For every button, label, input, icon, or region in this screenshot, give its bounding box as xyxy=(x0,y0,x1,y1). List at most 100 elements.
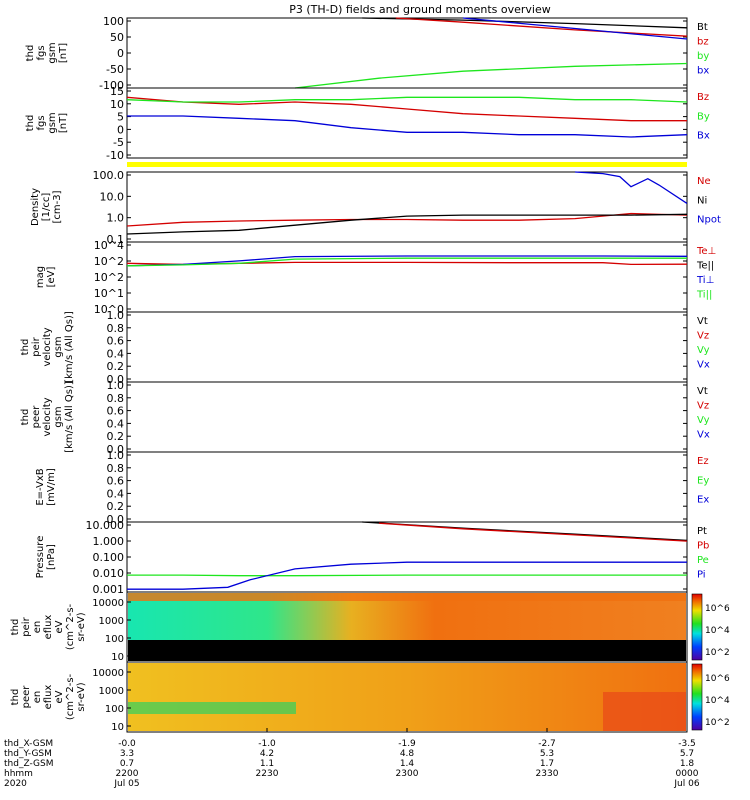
y-axis-label: mag xyxy=(35,266,46,288)
y-axis-label: [1/cc] xyxy=(41,193,52,222)
panel-6: 1.00.80.60.40.20.0 Ez Ey Ex E=-VxB [mV/m] xyxy=(35,449,709,526)
y-tick-label: 5 xyxy=(117,111,124,124)
y-axis-label: [km/s (All Qs)] xyxy=(64,381,75,453)
y-axis-label: [mV/m] xyxy=(46,468,57,506)
y-tick-label: 50 xyxy=(110,31,124,44)
panel-4: 1.00.80.60.40.20.0 Vt Vz Vy Vx thd peir velocit… xyxy=(20,309,710,386)
panel-frame xyxy=(126,311,688,383)
y-tick-label: 0.001 xyxy=(93,583,125,596)
y-tick-label: 0.100 xyxy=(93,551,125,564)
legend-entry: Vy xyxy=(697,415,710,426)
y-tick-label: 1.000 xyxy=(93,535,125,548)
legend-entry: Te|| xyxy=(696,261,714,272)
y-tick-label: 0.4 xyxy=(107,487,125,500)
legend-entry: Ez xyxy=(697,456,709,467)
x-row-label: hhmm xyxy=(4,769,33,779)
panel-frame xyxy=(126,521,688,593)
x-tick-label: 5.3 xyxy=(540,749,554,759)
series-ni xyxy=(126,213,688,235)
panel-0: 100 50 0 -50 -100 Bt bz by bx thd fgs gsm [nT] xyxy=(25,15,709,92)
x-tick-label: 2330 xyxy=(536,769,559,779)
legend-entry: Pi xyxy=(697,570,706,581)
y-tick-label: 0.8 xyxy=(107,322,125,335)
series-by xyxy=(126,96,688,103)
y-tick-label: 10^4 xyxy=(94,239,124,252)
y-axis-label: fgs xyxy=(36,115,47,130)
y-tick-label: 0.8 xyxy=(107,462,125,475)
y-axis-label: gsm xyxy=(47,42,58,63)
y-axis-label: velocity xyxy=(42,327,53,366)
y-axis-label: thd xyxy=(25,115,36,132)
y-axis-label: peer xyxy=(31,405,42,429)
y-axis-label: gsm xyxy=(47,112,58,133)
heatmap-high-energy-band xyxy=(128,593,686,601)
x-tick-label: 2230 xyxy=(256,769,279,779)
y-tick-label: 0.0 xyxy=(107,373,125,386)
panel-8: 10^6 10^4 10^2 10000 1000 100 10 thd peir en eflux… xyxy=(10,591,730,663)
x-row-label: 2020 xyxy=(4,779,27,789)
panel-7: 10.000 1.000 0.100 0.010 0.001 Pt Pb Pe Pi Pressu… xyxy=(35,519,709,596)
y-tick-label: -50 xyxy=(106,63,124,76)
y-axis-label: (cm^2-s- xyxy=(65,603,76,650)
y-tick-label: 0.2 xyxy=(107,500,125,513)
y-axis-label: [cm-3] xyxy=(52,190,63,223)
y-tick-label: 1000 xyxy=(99,686,124,697)
x-tick-label: 2200 xyxy=(116,769,139,779)
panel-frame xyxy=(126,87,688,159)
panel-frame xyxy=(126,381,688,453)
x-tick-label: Jul 05 xyxy=(113,779,139,789)
y-axis-label: thd xyxy=(25,45,36,62)
y-tick-label: 10 xyxy=(111,652,124,663)
series-bz xyxy=(126,96,687,122)
series-bx xyxy=(127,115,688,138)
y-tick-label: 0.0 xyxy=(107,513,125,526)
series-ti xyxy=(126,255,688,267)
legend-entry: Bt xyxy=(697,22,708,33)
panel-frame xyxy=(126,17,688,89)
legend-entry: Te⊥ xyxy=(696,246,716,257)
x-tick-label: 1.4 xyxy=(400,759,415,769)
y-tick-label: 100 xyxy=(103,15,124,28)
colorbar-tick: 10^2 xyxy=(705,648,730,658)
heatmap-green-band xyxy=(128,702,296,714)
colorbar xyxy=(691,593,703,661)
y-tick-label: 0 xyxy=(117,123,124,136)
y-axis-label: eflux xyxy=(43,615,54,640)
mode-bar xyxy=(127,162,687,167)
x-tick-label: 5.7 xyxy=(680,749,694,759)
colorbar-tick: 10^4 xyxy=(705,696,730,706)
legend-entry: bx xyxy=(697,66,709,77)
y-axis-label: fgs xyxy=(36,45,47,60)
legend-entry: Vx xyxy=(697,360,710,371)
y-axis-label: [km/s (All Qs)] xyxy=(64,311,75,383)
y-tick-label: 10000 xyxy=(92,668,124,679)
panel-frame xyxy=(126,241,688,313)
legend-entry: Ti⊥ xyxy=(696,275,714,286)
series-ti xyxy=(126,257,687,267)
legend-entry: Vy xyxy=(697,345,710,356)
x-row-label: thd_Y-GSM xyxy=(4,749,52,759)
y-tick-label: 1000 xyxy=(99,616,124,627)
y-tick-label: 1.0 xyxy=(107,309,125,322)
legend-entry: Vz xyxy=(697,401,709,412)
legend-entry: Ne xyxy=(697,176,711,187)
y-axis-label: eV xyxy=(54,620,65,633)
plot-title: P3 (TH-D) fields and ground moments over… xyxy=(289,3,551,16)
y-axis-label: eflux xyxy=(43,685,54,710)
x-tick-label: -2.7 xyxy=(538,739,556,749)
y-axis-label: (cm^2-s- xyxy=(65,673,76,720)
y-axis-label: sr-eV) xyxy=(76,682,87,711)
y-tick-label: 0.1 xyxy=(107,233,125,246)
y-tick-label: 10 xyxy=(111,722,124,733)
x-tick-label: -3.5 xyxy=(678,739,696,749)
y-tick-label: -10 xyxy=(106,149,124,162)
x-tick-label: Jul 06 xyxy=(673,779,699,789)
y-axis-label: [nPa] xyxy=(46,544,57,570)
series-pb xyxy=(378,522,688,542)
y-axis-label: [nT] xyxy=(58,113,69,133)
x-tick-label: 1.1 xyxy=(260,759,274,769)
